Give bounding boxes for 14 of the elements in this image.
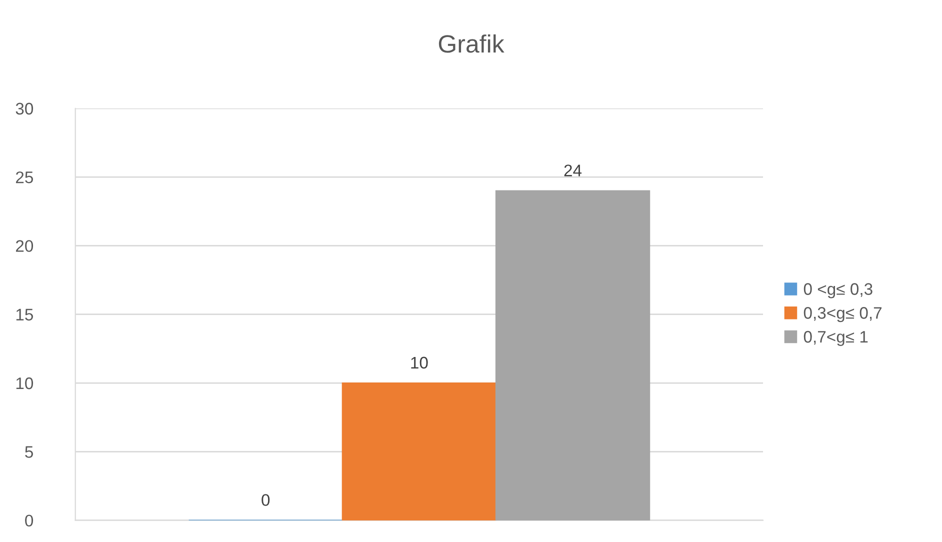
chart-title: Grafik <box>438 34 504 53</box>
y-tick-label: 10 <box>16 377 34 390</box>
y-tick-label: 15 <box>16 308 33 321</box>
legend-label: 0,3<g≤ 0,7 <box>804 307 882 322</box>
data-label: 0 <box>262 494 270 506</box>
data-label: 10 <box>411 356 428 369</box>
legend-label: 0 <g≤ 0,3 <box>804 283 872 298</box>
y-tick-label: 20 <box>16 240 34 252</box>
legend-label: 0,7<g≤ 1 <box>804 330 868 346</box>
y-tick-label: 5 <box>25 446 33 458</box>
y-tick-label: 25 <box>16 171 33 184</box>
data-label: 24 <box>564 164 582 176</box>
y-tick-label: 30 <box>16 102 34 115</box>
y-tick-label: 0 <box>25 514 34 527</box>
